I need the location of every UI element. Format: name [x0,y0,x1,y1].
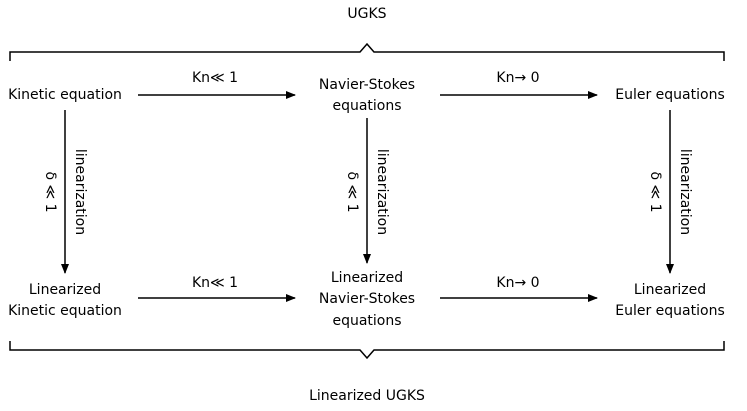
top-title: UGKS [347,6,386,22]
text-line: Kinetic equation [8,303,122,319]
edge-label: Kn≪ 1 [192,70,238,86]
edge-condition: δ ≪ 1 [647,171,663,212]
text-line: equations [332,98,401,114]
node: Linearized Kinetic equation [8,282,122,319]
text-line: equations [332,313,401,329]
edge-condition: δ ≪ 1 [42,171,58,212]
node: Kinetic equation [8,87,122,103]
bottom-title: Linearized UGKS [309,388,425,404]
edge-label: Kn→ 0 [496,70,539,86]
node: Linearized Navier-Stokes equations [319,270,415,329]
text-line: Linearized [331,270,403,286]
edge-condition: δ ≪ 1 [344,171,360,212]
edge-label: linearization [677,149,693,235]
text-line: Navier-Stokes [319,291,415,307]
text-line: Euler equations [615,87,725,103]
bottom-brace [9,341,725,360]
edge-label: linearization [72,149,88,235]
text-line: Linearized [634,282,706,298]
text-line: Navier-Stokes [319,77,415,93]
node: Navier-Stokes equations [319,77,415,114]
text-line: Linearized [29,282,101,298]
edge-label: Kn≪ 1 [192,275,238,291]
edge-label: linearization [374,149,390,235]
top-brace [9,42,725,61]
text-line: Kinetic equation [8,87,122,103]
text-line: Euler equations [615,303,725,319]
edge-label: Kn→ 0 [496,275,539,291]
node: Linearized Euler equations [615,282,725,319]
node: Euler equations [615,87,725,103]
